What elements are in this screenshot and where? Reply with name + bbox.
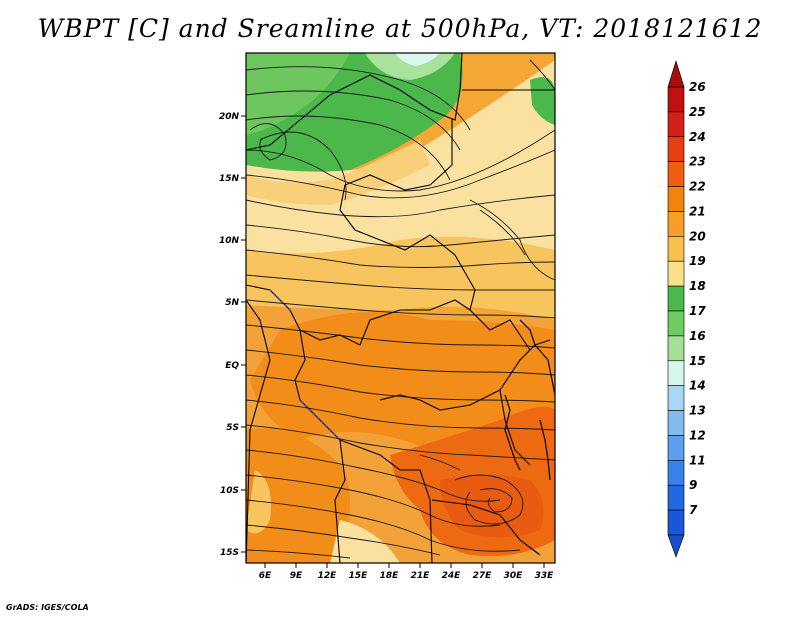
colorbar-swatch: [667, 161, 685, 187]
colorbar-swatch: [667, 484, 685, 511]
colorbar-swatch: [667, 335, 685, 362]
lon-label: 33E: [535, 571, 555, 581]
lat-label: 10S: [220, 486, 239, 496]
shade-15-north: [395, 53, 440, 66]
colorbar-labels: 26 25 24 23 22 21 20 19 18 17 16 15 14 13 12 11 9 7: [689, 80, 706, 517]
lat-label: 5S: [226, 423, 239, 433]
lon-label: 24E: [442, 571, 462, 581]
lon-label: 27E: [473, 571, 493, 581]
shade-19-s: [330, 520, 400, 563]
colorbar-label: 16: [689, 329, 706, 343]
colorbar-swatch: [667, 111, 685, 138]
streamlines: [246, 59, 555, 559]
colorbar-swatch: [667, 310, 685, 337]
colorbar-swatch: [667, 86, 685, 113]
lat-label: EQ: [225, 361, 239, 371]
colorbar-swatch: [667, 509, 685, 536]
lon-label: 30E: [504, 571, 524, 581]
grads-credit: GrADS: IGES/COLA: [6, 603, 89, 612]
lat-label: 15N: [219, 174, 240, 184]
lon-label: 6E: [259, 571, 272, 581]
longitude-labels: 6E 9E 12E 15E 18E 21E 24E 27E 30E 33E: [259, 571, 554, 581]
colorbar-swatch: [667, 385, 685, 411]
latitude-labels: 20N 15N 10N 5N EQ 5S 10S 15S: [219, 112, 240, 558]
colorbar-label: 22: [689, 180, 706, 194]
axis-ticks: [241, 115, 545, 568]
colorbar-label: 25: [689, 105, 706, 119]
lon-label: 15E: [349, 571, 369, 581]
colorbar-swatch: [667, 236, 685, 262]
shade-20-north: [246, 140, 430, 205]
colorbar-label: 15: [689, 354, 706, 368]
shade-22-central: [250, 312, 555, 457]
lon-label: 21E: [411, 571, 431, 581]
colorbar-swatch: [667, 136, 685, 162]
colorbar-label: 9: [689, 478, 697, 492]
shade-16-north: [365, 53, 455, 80]
colorbar-label: 13: [689, 404, 706, 418]
shade-17-north: [246, 53, 350, 135]
colorbar-label: 7: [689, 503, 698, 517]
lat-label: 15S: [220, 548, 239, 558]
colorbar-bottom-arrow: [667, 534, 685, 558]
lon-label: 12E: [318, 571, 338, 581]
shade-22-sw: [246, 428, 350, 563]
colorbar-swatch: [667, 285, 685, 312]
colorbar-label: 14: [689, 379, 706, 393]
colorbar-label: 23: [689, 155, 706, 169]
wbpt-shading: [246, 53, 555, 563]
lat-label: 20N: [219, 112, 240, 122]
country-borders: [246, 53, 555, 563]
shade-20-band: [246, 236, 555, 320]
colorbar: [667, 59, 685, 558]
colorbar-label: 20: [689, 229, 706, 243]
lat-label: 5N: [225, 298, 239, 308]
colorbar-swatch: [667, 360, 685, 386]
colorbar-label: 26: [689, 80, 706, 94]
colorbar-swatch: [667, 460, 685, 486]
colorbar-swatch: [667, 435, 685, 461]
coastline: [504, 319, 555, 481]
colorbar-swatch: [667, 186, 685, 212]
lon-label: 18E: [380, 571, 400, 581]
lat-label: 10N: [219, 236, 240, 246]
colorbar-label: 21: [689, 204, 706, 218]
colorbar-label: 18: [689, 279, 706, 293]
lon-label: 9E: [290, 571, 303, 581]
colorbar-swatch: [667, 260, 685, 287]
shade-18-ne: [530, 77, 555, 125]
colorbar-label: 19: [689, 254, 706, 268]
colorbar-top-arrow: [667, 59, 685, 88]
colorbar-swatch: [667, 211, 685, 237]
colorbar-label: 12: [689, 428, 706, 442]
map-frame: [245, 52, 556, 564]
colorbar-label: 11: [689, 453, 706, 467]
colorbar-label: 17: [689, 304, 706, 318]
colorbar-swatch: [667, 410, 685, 436]
map-title: WBPT [C] and Sreamline at 500hPa, VT: 20…: [37, 14, 763, 43]
colorbar-label: 24: [689, 130, 706, 144]
